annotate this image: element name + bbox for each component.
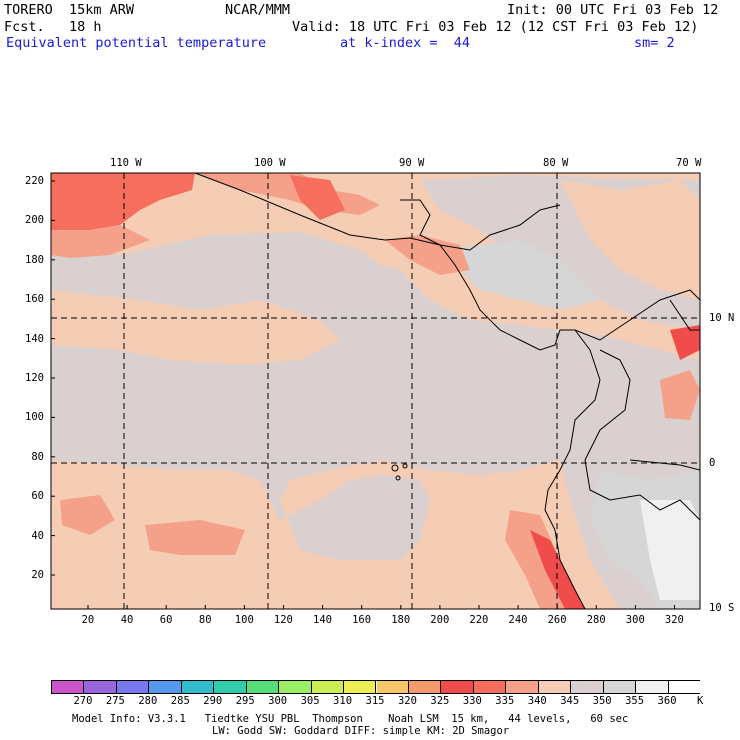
lon-label: 100 W (254, 157, 286, 169)
y-tick-label: 140 (25, 332, 44, 345)
colorbar-swatch (181, 681, 215, 693)
center-name: NCAR/MMM (225, 2, 291, 18)
y-tick-label: 200 (25, 214, 44, 227)
y-tick-label: 20 (25, 569, 44, 581)
theta-e-field (51, 173, 700, 609)
lat-label: 10 S (709, 602, 735, 614)
lon-label: 90 W (399, 157, 425, 169)
colorbar-label: 350 (592, 695, 612, 707)
footer-physics: LW: Godd SW: Goddard DIFF: simple KM: 2D… (212, 725, 510, 737)
colorbar-label: 310 (333, 695, 353, 707)
colorbar-label: 360 (657, 695, 677, 707)
colorbar-swatch (538, 681, 572, 693)
y-tick-label: 220 (25, 175, 44, 187)
y-tick-label: 160 (25, 293, 44, 306)
colorbar-swatch (311, 681, 345, 693)
colorbar-swatch (52, 681, 85, 693)
lon-label: 80 W (543, 157, 569, 169)
forecast-hour: Fcst. 18 h (4, 19, 102, 35)
colorbar-label: 280 (138, 695, 158, 707)
y-tick-label: 100 (25, 411, 44, 424)
x-tick-label: 260 (547, 614, 567, 626)
colorbar-swatch (636, 681, 669, 693)
x-tick-label: 60 (159, 614, 173, 626)
field-name: Equivalent potential temperature (6, 35, 267, 51)
x-tick-label: 240 (508, 614, 528, 626)
y-tick-label: 180 (25, 253, 44, 266)
x-tick-label: 300 (625, 614, 645, 626)
level-index: at k-index = 44 (340, 35, 471, 51)
colorbar-swatch (376, 681, 409, 693)
y-tick-label: 40 (25, 529, 44, 542)
model-name: TORERO 15km ARW (4, 2, 135, 18)
colorbar-label: 345 (560, 695, 580, 707)
y-tick-label: 80 (25, 450, 44, 463)
colorbar-unit: K (697, 695, 704, 707)
colorbar-label: 355 (625, 695, 645, 707)
lon-label: 110 W (110, 157, 142, 169)
colorbar-swatch (214, 681, 247, 693)
footer-model-info: Model Info: V3.3.1 Tiedtke YSU PBL Thomp… (72, 713, 629, 725)
x-tick-label: 100 (234, 614, 254, 626)
y-tick-label: 120 (25, 372, 44, 384)
valid-time: Valid: 18 UTC Fri 03 Feb 12 (12 CST Fri … (292, 19, 699, 35)
x-tick-label: 120 (273, 614, 293, 626)
x-tick-label: 80 (198, 614, 212, 626)
colorbar-label: 295 (235, 695, 255, 707)
init-time: Init: 00 UTC Fri 03 Feb 12 (507, 2, 719, 18)
colorbar-label: 335 (495, 695, 515, 707)
graticule (51, 173, 700, 609)
x-tick-label: 180 (391, 614, 411, 626)
x-tick-label: 220 (469, 614, 489, 626)
map-frame (50, 172, 701, 610)
colorbar-swatch (506, 681, 539, 693)
colorbar-label: 300 (268, 695, 288, 707)
colorbar-swatch (246, 681, 280, 693)
colorbar-swatch (116, 681, 150, 693)
colorbar-swatch (571, 681, 604, 693)
colorbar-swatch (344, 681, 377, 693)
smoothing-value: sm= 2 (634, 35, 675, 51)
lon-label: 70 W (676, 157, 702, 169)
colorbar-swatch (668, 681, 701, 693)
axis-ticks (51, 180, 675, 609)
colorbar-label: 340 (527, 695, 547, 707)
colorbar (51, 680, 701, 694)
colorbar-label: 290 (203, 695, 223, 707)
x-tick-label: 160 (352, 614, 372, 626)
x-tick-label: 200 (430, 614, 450, 626)
x-tick-label: 280 (586, 614, 606, 626)
colorbar-label: 330 (462, 695, 482, 707)
x-tick-label: 320 (664, 614, 684, 626)
lat-label: 10 N (709, 312, 735, 324)
colorbar-swatch (603, 681, 637, 693)
colorbar-label: 315 (365, 695, 385, 707)
colorbar-swatch (279, 681, 312, 693)
colorbar-label: 285 (170, 695, 190, 707)
colorbar-label: 305 (300, 695, 320, 707)
coastlines (194, 173, 700, 609)
colorbar-label: 275 (105, 695, 125, 707)
lat-label: 0 (709, 457, 716, 469)
x-tick-label: 20 (81, 614, 95, 626)
colorbar-label: 270 (73, 695, 93, 707)
colorbar-swatch (84, 681, 117, 693)
colorbar-label: 320 (397, 695, 417, 707)
colorbar-swatch (441, 681, 474, 693)
colorbar-label: 325 (430, 695, 450, 707)
colorbar-swatch (408, 681, 442, 693)
y-tick-label: 60 (25, 490, 44, 503)
colorbar-swatch (473, 681, 507, 693)
x-tick-label: 40 (120, 614, 134, 626)
x-tick-label: 140 (313, 614, 332, 626)
colorbar-swatch (149, 681, 182, 693)
